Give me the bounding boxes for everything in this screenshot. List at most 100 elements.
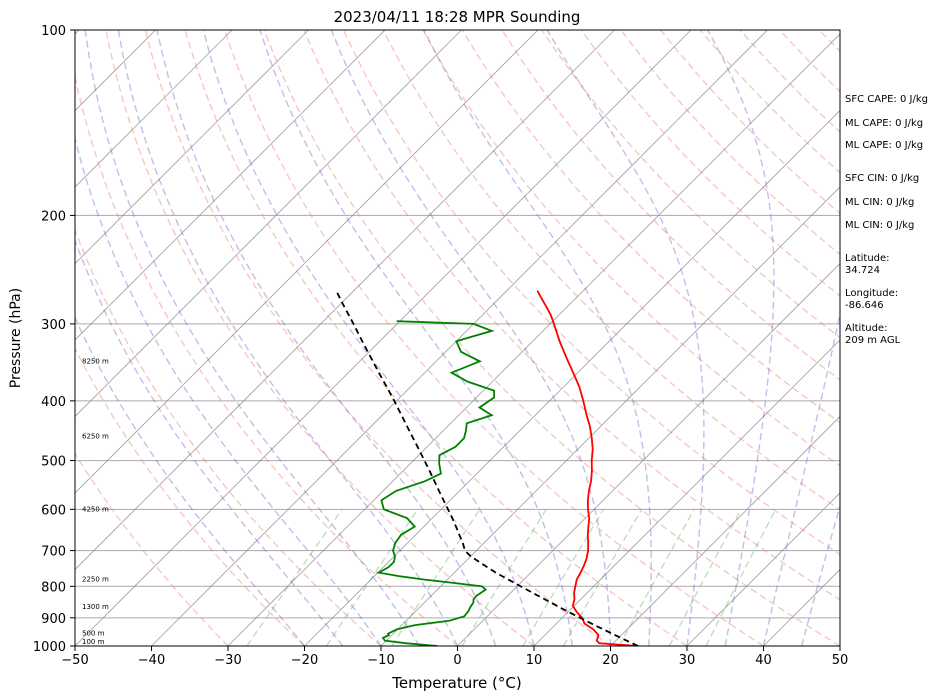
y-tick-label: 400 bbox=[41, 395, 66, 410]
x-tick-label: 0 bbox=[453, 653, 461, 668]
plot-background bbox=[0, 30, 840, 646]
dry-adiabat-line bbox=[303, 30, 840, 601]
height-label: 100 m bbox=[82, 638, 105, 646]
isotherm-line bbox=[151, 30, 768, 646]
x-tick-label: −30 bbox=[214, 653, 241, 668]
dry-adiabat-lines bbox=[75, 30, 840, 646]
isotherm-lines bbox=[0, 30, 840, 646]
isotherm-line bbox=[75, 30, 386, 341]
x-tick-label: 10 bbox=[526, 653, 543, 668]
annotation-text: -86.646 bbox=[845, 300, 884, 311]
x-tick-label: −40 bbox=[138, 653, 165, 668]
mixing-ratio-line bbox=[705, 508, 777, 646]
annotation-text: ML CAPE: 0 J/kg bbox=[845, 140, 923, 151]
moist-adiabat-line bbox=[75, 135, 382, 646]
annotation-text: Longitude: bbox=[845, 288, 898, 299]
annotation-text: ML CIN: 0 J/kg bbox=[845, 220, 914, 231]
isotherm-line bbox=[457, 262, 840, 646]
annotation-text: ML CAPE: 0 J/kg bbox=[845, 118, 923, 129]
moist-adiabat-line bbox=[75, 238, 344, 646]
mixing-ratio-line bbox=[618, 508, 695, 646]
height-label: 6250 m bbox=[82, 433, 109, 441]
moist-adiabat-line bbox=[707, 30, 775, 646]
moist-adiabat-line bbox=[423, 30, 652, 646]
y-tick-label: 900 bbox=[41, 612, 66, 627]
x-axis-label: Temperature (°C) bbox=[391, 674, 521, 692]
moist-adiabat-line bbox=[75, 315, 306, 646]
dry-adiabat-line bbox=[263, 30, 840, 646]
plot-frame bbox=[74, 29, 841, 647]
annotation-text: 209 m AGL bbox=[845, 335, 901, 346]
isotherm-line bbox=[227, 33, 840, 646]
x-tick-label: −20 bbox=[291, 653, 318, 668]
dry-adiabat-line bbox=[342, 30, 840, 556]
dry-adiabat-line bbox=[422, 30, 840, 467]
annotation-text: SFC CAPE: 0 J/kg bbox=[845, 94, 928, 105]
y-axis: 100 200 300 400 500 600 700 800 900 1000 bbox=[33, 24, 75, 655]
y-tick-label: 1000 bbox=[33, 640, 66, 655]
moist-adiabat-line bbox=[801, 503, 840, 646]
y-tick-label: 200 bbox=[41, 209, 66, 224]
dry-adiabat-line bbox=[75, 452, 229, 646]
dry-adiabat-line bbox=[501, 30, 840, 381]
moist-adiabat-line bbox=[330, 30, 612, 646]
isotherm-line bbox=[686, 492, 840, 646]
isotherm-line bbox=[610, 415, 840, 646]
isotherm-line bbox=[75, 30, 309, 265]
y-tick-label: 700 bbox=[41, 545, 66, 560]
dry-adiabat-line bbox=[105, 30, 535, 646]
height-label: 2250 m bbox=[82, 576, 109, 584]
annotation-panel: SFC CAPE: 0 J/kg ML CAPE: 0 J/kg ML CAPE: … bbox=[845, 94, 928, 346]
mixing-ratio-line bbox=[246, 508, 343, 646]
isobar-grid bbox=[75, 30, 840, 646]
x-tick-label: −50 bbox=[61, 653, 88, 668]
x-tick-label: 50 bbox=[832, 653, 849, 668]
isotherm-line bbox=[380, 186, 840, 646]
x-tick-label: −10 bbox=[367, 653, 394, 668]
dry-adiabat-line bbox=[75, 228, 382, 646]
dry-adiabat-line bbox=[144, 30, 611, 646]
annotation-text: ML CIN: 0 J/kg bbox=[845, 197, 914, 208]
y-tick-label: 300 bbox=[41, 318, 66, 333]
isotherm-line bbox=[0, 30, 3, 646]
y-tick-label: 600 bbox=[41, 503, 66, 518]
isotherm-line bbox=[75, 30, 462, 418]
annotation-text: Altitude: bbox=[845, 323, 887, 334]
height-label: 8250 m bbox=[82, 357, 109, 365]
x-tick-label: 40 bbox=[755, 653, 772, 668]
mixing-ratio-line bbox=[668, 508, 742, 646]
isotherm-line bbox=[75, 30, 539, 494]
isotherm-line bbox=[75, 30, 615, 571]
isotherm-line bbox=[75, 30, 692, 646]
annotation-text: SFC CIN: 0 J/kg bbox=[845, 173, 919, 184]
mixing-ratio-line bbox=[522, 508, 605, 646]
dry-adiabat-line bbox=[699, 30, 840, 174]
x-axis: −50 −40 −30 −20 −10 0 10 20 30 40 50 bbox=[61, 646, 848, 668]
y-tick-label: 800 bbox=[41, 580, 66, 595]
height-label: 500 m bbox=[82, 630, 105, 638]
x-tick-label: 20 bbox=[602, 653, 619, 668]
dry-adiabat-line bbox=[620, 30, 840, 256]
annotation-text: 34.724 bbox=[845, 265, 880, 276]
moist-adiabat-line bbox=[546, 30, 705, 646]
isotherm-line bbox=[533, 339, 840, 646]
mixing-ratio-line bbox=[562, 508, 643, 646]
dry-adiabat-line bbox=[382, 30, 840, 511]
moist-adiabat-line bbox=[259, 30, 573, 646]
dry-adiabat-line bbox=[184, 30, 688, 646]
data-series bbox=[335, 290, 639, 646]
dry-adiabat-line bbox=[580, 30, 840, 297]
annotation-text: Latitude: bbox=[845, 253, 890, 264]
y-axis-label: Pressure (hPa) bbox=[8, 288, 24, 388]
temperature-profile-line bbox=[536, 290, 639, 646]
dry-adiabat-line bbox=[75, 73, 458, 646]
moist-adiabat-line bbox=[84, 30, 420, 646]
chart-title: 2023/04/11 18:28 MPR Sounding bbox=[334, 8, 581, 26]
y-tick-label: 500 bbox=[41, 455, 66, 470]
dry-adiabat-line bbox=[224, 30, 764, 646]
moist-adiabat-line bbox=[762, 310, 840, 646]
x-tick-label: 30 bbox=[679, 653, 696, 668]
height-label: 4250 m bbox=[82, 505, 109, 513]
